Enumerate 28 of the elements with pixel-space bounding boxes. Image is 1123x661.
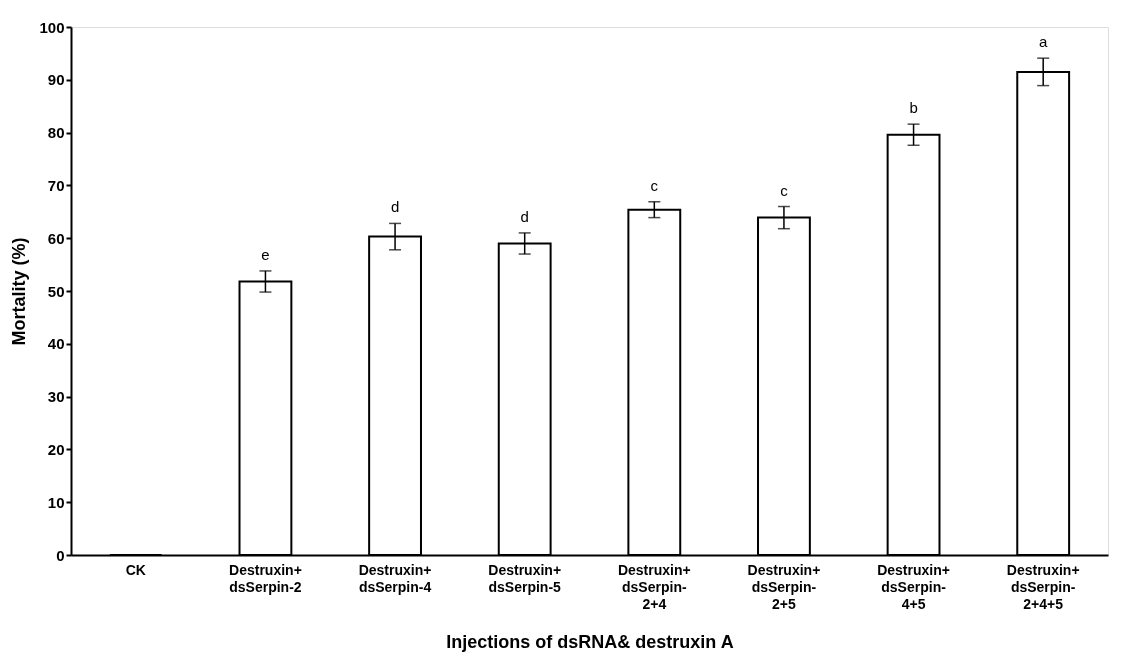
x-axis-title: Injections of dsRNA& destruxin A [446,631,734,652]
annotation: b [909,99,918,117]
x-tick-label: Destruxin+ dsSerpin- 2+4+5 [1006,561,1080,612]
annotation: c [650,176,659,194]
x-tick-label: Destruxin+ dsSerpin-5 [488,561,562,595]
x-tick-label: Destruxin+ dsSerpin- 4+5 [877,561,950,612]
y-axis-title: Mortality (%) [9,237,30,346]
annotation: c [780,181,789,199]
y-tick-label: 0 [56,546,65,564]
y-tick-label: 70 [47,176,65,194]
annotation: d [520,207,529,225]
y-tick-label: 100 [39,18,65,36]
x-tick-label: Destruxin+ dsSerpin- 2+4 [617,561,691,612]
annotation: a [1039,33,1049,51]
y-tick-label: 90 [47,71,65,89]
x-tick-label: CK [125,561,146,578]
annotation: e [261,245,270,263]
annotation: d [390,198,400,216]
y-tick-label: 40 [47,335,65,353]
y-tick-label: 10 [47,493,65,511]
y-tick-label: 60 [47,229,65,247]
x-tick-label: Destruxin+ dsSerpin-2 [229,561,302,595]
x-tick-label: Destruxin+ dsSerpin-4 [358,561,432,595]
y-tick-label: 30 [47,388,65,406]
y-tick-label: 50 [47,282,65,300]
y-tick-label: 80 [47,124,65,142]
y-tick-label: 20 [47,440,65,458]
x-tick-label: Destruxin+ dsSerpin- 2+5 [747,561,821,612]
